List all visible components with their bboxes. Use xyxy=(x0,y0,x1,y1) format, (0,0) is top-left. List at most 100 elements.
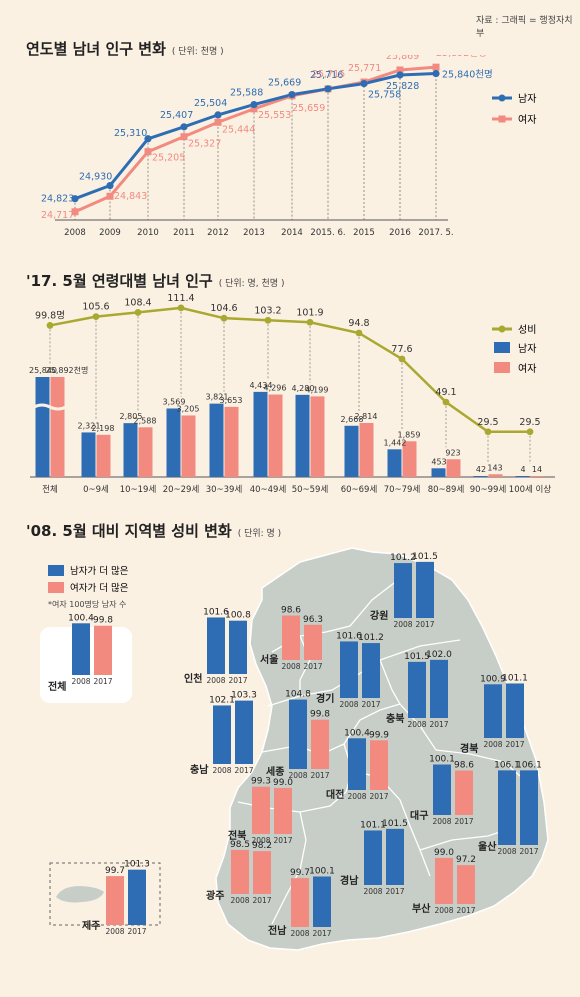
female-bar xyxy=(50,377,65,477)
chart1-title: 연도별 남녀 인구 변화 ( 단위: 천명 ) xyxy=(26,38,224,59)
male-value-label: 2,805 xyxy=(120,412,143,421)
male-value-label: 4,280 xyxy=(292,384,315,393)
ratio-point xyxy=(46,322,54,329)
region-year-label: 2008 xyxy=(432,817,451,826)
region-year-label: 2017 xyxy=(505,740,524,749)
female-value-label: 25,892천명 xyxy=(46,365,89,375)
female-value-label: 923 xyxy=(445,448,460,457)
x-tick-label: 50~59세 xyxy=(292,485,329,495)
male-bar xyxy=(295,394,310,477)
region-value-label: 101.6 xyxy=(203,607,229,617)
ratio-value-label: 103.2 xyxy=(254,305,281,316)
region-name-label: 전남 xyxy=(268,924,287,937)
male-value-label: 25,588 xyxy=(230,88,263,99)
region-bar xyxy=(289,699,307,769)
female-value-label: 3,205 xyxy=(177,404,200,413)
ratio-value-label: 77.6 xyxy=(391,344,412,355)
region-name-label: 경남 xyxy=(340,874,359,887)
female-point xyxy=(106,192,114,200)
region-year-label: 2017 xyxy=(312,929,331,938)
region-bar xyxy=(94,625,112,675)
region-bar xyxy=(435,857,453,904)
chart2-title-text: '17. 5월 연령대별 남녀 인구 xyxy=(26,272,213,290)
region-year-label: 2008 xyxy=(251,836,270,845)
female-bar xyxy=(310,396,325,477)
x-tick-label: 0~9세 xyxy=(83,485,109,495)
legend-male-more-label: 남자가 더 많은 xyxy=(70,566,129,577)
male-point xyxy=(180,123,188,131)
male-point xyxy=(214,111,222,119)
female-value-label: 4,296 xyxy=(264,384,287,393)
legend-female-swatch xyxy=(494,362,510,373)
region-name-label: 부산 xyxy=(412,902,431,915)
legend-male-marker xyxy=(498,94,506,102)
region-value-label: 106.1 xyxy=(516,760,542,770)
region-year-label: 2017 xyxy=(273,836,292,845)
region-bar xyxy=(348,738,366,790)
female-value-label: 3,653 xyxy=(220,396,243,405)
region-name-label: 전체 xyxy=(48,680,66,693)
region-value-label: 99.3 xyxy=(251,777,271,787)
region-value-label: 100.4 xyxy=(344,728,370,738)
region-year-label: 2017 xyxy=(93,677,112,686)
region-bar xyxy=(364,830,382,885)
axis-break-mark xyxy=(33,403,67,411)
female-bar xyxy=(224,406,239,477)
source-note: 자료 : 그래픽 = 행정자치부 xyxy=(476,16,573,39)
male-bar xyxy=(431,468,446,477)
region-value-label: 106.1 xyxy=(494,760,520,770)
region-value-label: 101.1 xyxy=(360,820,386,830)
region-year-label: 2008 xyxy=(105,927,124,936)
region-year-label: 2017 xyxy=(429,720,448,729)
male-bar xyxy=(387,449,402,477)
region-value-label: 100.9 xyxy=(480,674,506,684)
x-tick-label: 90~99세 xyxy=(470,485,507,495)
region-value-label: 104.8 xyxy=(285,690,311,700)
region-value-label: 101.6 xyxy=(336,631,362,641)
male-value-label: 3,821 xyxy=(206,393,229,402)
ratio-point xyxy=(398,355,406,363)
legend-female-marker xyxy=(498,115,506,123)
ratio-line xyxy=(49,306,530,434)
jeju-inset-frame xyxy=(49,862,161,926)
x-tick-label: 2014 xyxy=(281,228,303,238)
region-name-label: 광주 xyxy=(206,890,224,902)
region-value-label: 101.5 xyxy=(404,652,430,662)
legend-female-label: 여자 xyxy=(518,114,536,126)
ratio-value-label: 101.9 xyxy=(296,307,323,318)
male-value-label: 25,407 xyxy=(160,110,193,121)
region-bar xyxy=(235,700,253,764)
region-value-label: 98.6 xyxy=(454,761,474,771)
male-bar xyxy=(253,391,268,477)
region-bar xyxy=(457,865,475,904)
region-bar xyxy=(207,617,225,674)
region-bar xyxy=(340,641,358,698)
male-value-label: 24,930 xyxy=(79,172,112,183)
x-tick-label: 40~49세 xyxy=(250,485,287,495)
chart2-unit: ( 단위: 명, 천명 ) xyxy=(218,279,285,289)
region-bar xyxy=(313,876,331,927)
region-value-label: 103.3 xyxy=(231,691,257,701)
ratio-point xyxy=(264,316,272,324)
legend-note: *여자 100명당 남자 수 xyxy=(48,599,126,609)
region-map-chart: 남자가 더 많은 여자가 더 많은 *여자 100명당 남자 수 100.4 20… xyxy=(40,547,549,951)
region-name-label: 서울 xyxy=(260,653,278,666)
male-value-label: 2,321 xyxy=(78,421,101,430)
region-name-label: 제주 xyxy=(82,919,100,932)
region-year-label: 2017 xyxy=(361,700,380,709)
region-bar xyxy=(253,851,271,894)
region-year-label: 2017 xyxy=(385,887,404,896)
ratio-point xyxy=(134,309,142,316)
region-bar xyxy=(282,615,300,660)
region-year-label: 2008 xyxy=(483,740,502,749)
x-tick-label: 2016 xyxy=(389,228,411,238)
ratio-value-label: 49.1 xyxy=(435,387,456,398)
female-bar xyxy=(488,474,503,477)
female-value-label: 14 xyxy=(532,465,542,474)
male-bar xyxy=(209,403,224,477)
x-tick-label: 2011 xyxy=(173,228,195,238)
male-bar xyxy=(515,476,530,477)
region-name-label: 대구 xyxy=(410,809,428,822)
male-bar xyxy=(344,425,359,477)
male-value-label: 25,310 xyxy=(114,128,147,139)
